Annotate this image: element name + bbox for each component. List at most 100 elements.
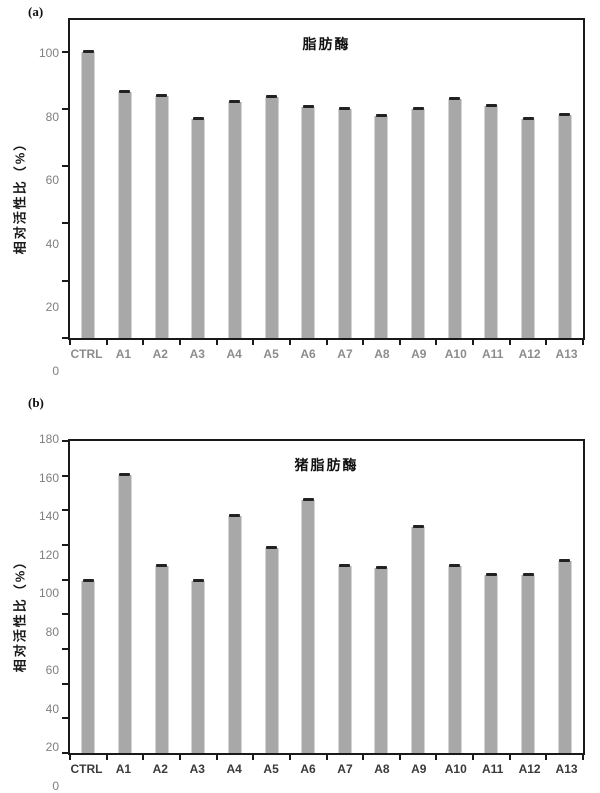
bar-CTRL	[81, 49, 95, 338]
y-tick-label: 180	[38, 432, 59, 446]
x-tick-label-A4: A4	[226, 347, 242, 361]
error-bar-cap	[82, 49, 94, 53]
error-bar-cap	[375, 565, 387, 569]
x-tick-mark	[215, 340, 218, 345]
y-tick-label: 60	[45, 663, 59, 678]
bar-A6	[301, 497, 315, 753]
x-axis-labels: CTRL A1 A2 A3 A4 A5 A6 A7 A8 A9 A10 A11 A12 A13	[68, 762, 585, 786]
bar-A9	[411, 106, 425, 338]
bar-A7	[338, 563, 352, 753]
x-tick-mark	[69, 340, 71, 345]
x-tick-mark	[472, 755, 475, 760]
error-bar-cap	[559, 112, 571, 116]
y-tick-mark	[62, 682, 68, 685]
error-bar-cap	[522, 116, 534, 120]
error-bar-cap	[449, 96, 461, 100]
x-tick-mark	[325, 340, 328, 345]
error-bar-cap	[192, 116, 204, 120]
y-tick-label: 160	[38, 470, 59, 485]
y-tick-mark	[62, 752, 68, 754]
y-axis-title: 相对活性比（%）	[12, 135, 28, 254]
bar-A10	[448, 96, 462, 338]
x-tick-label-A1: A1	[115, 762, 132, 776]
y-tick-mark	[62, 279, 68, 282]
x-tick-mark	[545, 340, 548, 345]
x-tick-label-A2: A2	[152, 347, 168, 361]
x-tick-label-A1: A1	[115, 347, 132, 361]
x-tick-label-A8: A8	[374, 347, 390, 361]
x-tick-label-A10: A10	[444, 347, 467, 361]
x-tick-mark	[252, 755, 255, 760]
y-tick-label: 100	[38, 586, 59, 601]
error-bar-cap	[229, 513, 241, 517]
error-bar-cap	[119, 89, 131, 93]
error-bar-cap	[339, 563, 351, 567]
x-tick-mark	[582, 340, 584, 345]
x-tick-mark	[105, 755, 108, 760]
x-tick-label-A5: A5	[263, 347, 279, 361]
x-tick-mark	[435, 755, 438, 760]
x-tick-label-A2: A2	[152, 762, 168, 776]
x-tick-label-A3: A3	[189, 762, 205, 776]
y-axis-title: 相对活性比（%）	[12, 553, 28, 672]
error-bar-cap	[119, 472, 131, 476]
bar-CTRL	[81, 578, 95, 753]
x-tick-mark	[325, 755, 328, 760]
x-tick-mark	[472, 340, 475, 345]
y-tick-label: 20	[45, 300, 59, 315]
x-tick-mark	[508, 340, 511, 345]
error-bar-cap	[375, 113, 387, 117]
bar-A6	[301, 105, 315, 338]
x-tick-label-A9: A9	[411, 347, 427, 361]
chart-a-grid: 相对活性比（%） 0 20 40 60 80 100 脂肪酶 CTRL A1 A2 A3 A4 A5…	[6, 4, 594, 377]
bar-A2	[155, 563, 169, 753]
x-tick-label-A12: A12	[518, 347, 541, 361]
plot-col: 脂肪酶 CTRL A1 A2 A3 A4 A5 A6 A7 A8 A9 A10 A11 A12 A13	[62, 18, 585, 371]
y-tick-label: 0	[52, 364, 59, 378]
y-tick-mark	[62, 50, 68, 53]
error-bar-cap	[156, 563, 168, 567]
x-tick-label-A6: A6	[300, 762, 316, 776]
chart-title: 猪脂肪酶	[294, 457, 359, 473]
x-tick-mark	[178, 755, 181, 760]
y-tick-mark	[62, 648, 68, 650]
bar-A12	[521, 116, 535, 338]
error-bar-cap	[266, 546, 278, 550]
bar-A2	[155, 93, 169, 338]
bar-A12	[521, 573, 535, 753]
y-axis: 0 20 40 60 80 100	[32, 18, 68, 377]
x-tick-mark	[105, 340, 108, 345]
y-tick-mark	[62, 717, 68, 720]
x-tick-mark	[288, 340, 291, 345]
bar-A10	[448, 563, 462, 753]
error-bar-cap	[339, 106, 351, 110]
y-tick-mark	[62, 107, 68, 110]
x-tick-mark	[398, 755, 401, 760]
y-tick-mark	[62, 440, 68, 442]
plot-area: 脂肪酶	[62, 18, 585, 345]
x-tick-label-A4: A4	[226, 762, 242, 776]
bar-A3	[191, 116, 205, 338]
error-bar-cap	[302, 105, 314, 109]
x-tick-mark	[362, 755, 365, 760]
x-tick-label-A12: A12	[518, 762, 541, 776]
error-bar-cap	[82, 578, 94, 582]
y-tick-mark	[62, 474, 68, 477]
bar-A13	[558, 112, 572, 338]
x-tick-label-A5: A5	[263, 762, 279, 776]
bar-A13	[558, 558, 572, 753]
bar-A8	[374, 113, 388, 338]
y-tick-mark	[62, 613, 68, 616]
error-bar-cap	[266, 95, 278, 99]
x-tick-mark	[398, 340, 401, 345]
error-bar-cap	[302, 497, 314, 501]
x-tick-mark	[178, 340, 181, 345]
error-bar-cap	[192, 578, 204, 582]
error-bar-cap	[485, 103, 497, 107]
bar-A5	[265, 95, 279, 338]
error-bar-cap	[229, 99, 241, 103]
bar-A11	[484, 573, 498, 753]
bar-A9	[411, 524, 425, 753]
x-tick-mark	[215, 755, 218, 760]
